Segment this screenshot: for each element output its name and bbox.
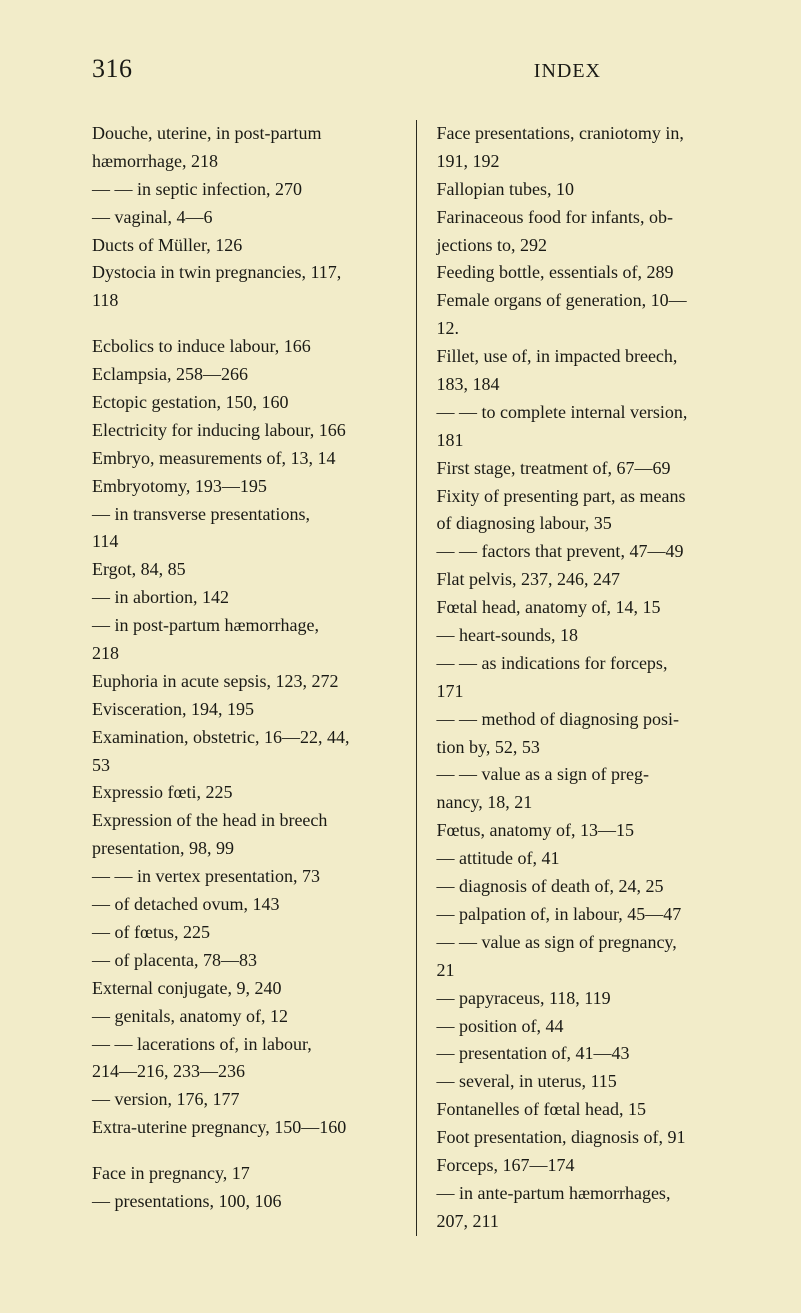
index-entry: — in ante-partum hæmorrhages, bbox=[437, 1180, 742, 1208]
index-entry: 118 bbox=[92, 287, 400, 315]
index-entry: — genitals, anatomy of, 12 bbox=[92, 1003, 400, 1031]
index-entry: 214—216, 233—236 bbox=[92, 1058, 400, 1086]
index-entry: Extra-uterine pregnancy, 150—160 bbox=[92, 1114, 400, 1142]
index-entry: First stage, treatment of, 67—69 bbox=[437, 455, 742, 483]
index-entry: — — as indications for forceps, bbox=[437, 650, 742, 678]
index-entry: presentation, 98, 99 bbox=[92, 835, 400, 863]
blank-line bbox=[92, 1142, 400, 1160]
index-entry: of diagnosing labour, 35 bbox=[437, 510, 742, 538]
index-entry: — — method of diagnosing posi- bbox=[437, 706, 742, 734]
index-entry: — — in vertex presentation, 73 bbox=[92, 863, 400, 891]
index-entry: External conjugate, 9, 240 bbox=[92, 975, 400, 1003]
index-entry: — — value as sign of pregnancy, bbox=[437, 929, 742, 957]
index-entry: Expressio fœti, 225 bbox=[92, 779, 400, 807]
index-entry: — of placenta, 78—83 bbox=[92, 947, 400, 975]
index-entry: — several, in uterus, 115 bbox=[437, 1068, 742, 1096]
index-page: 316 INDEX Douche, uterine, in post-partu… bbox=[0, 0, 801, 1313]
index-entry: Feeding bottle, essentials of, 289 bbox=[437, 259, 742, 287]
index-entry: 181 bbox=[437, 427, 742, 455]
index-entry: — — value as a sign of preg- bbox=[437, 761, 742, 789]
index-entry: Ergot, 84, 85 bbox=[92, 556, 400, 584]
index-entry: Evisceration, 194, 195 bbox=[92, 696, 400, 724]
index-entry: — vaginal, 4—6 bbox=[92, 204, 400, 232]
index-entry: Embryotomy, 193—195 bbox=[92, 473, 400, 501]
index-entry: — — in septic infection, 270 bbox=[92, 176, 400, 204]
index-entry: 53 bbox=[92, 752, 400, 780]
index-entry: — position of, 44 bbox=[437, 1013, 742, 1041]
index-entry: Fontanelles of fœtal head, 15 bbox=[437, 1096, 742, 1124]
index-entry: 191, 192 bbox=[437, 148, 742, 176]
right-column: Face presentations, craniotomy in,191, 1… bbox=[417, 120, 742, 1236]
index-columns: Douche, uterine, in post-partumhæmorrhag… bbox=[92, 120, 741, 1236]
index-entry: 12. bbox=[437, 315, 742, 343]
index-entry: Face presentations, craniotomy in, bbox=[437, 120, 742, 148]
index-entry: Flat pelvis, 237, 246, 247 bbox=[437, 566, 742, 594]
page-number: 316 bbox=[92, 54, 133, 84]
index-entry: Ecbolics to induce labour, 166 bbox=[92, 333, 400, 361]
index-entry: Fillet, use of, in impacted breech, bbox=[437, 343, 742, 371]
index-entry: — — lacerations of, in labour, bbox=[92, 1031, 400, 1059]
index-entry: — attitude of, 41 bbox=[437, 845, 742, 873]
index-entry: — — to complete internal version, bbox=[437, 399, 742, 427]
index-entry: Face in pregnancy, 17 bbox=[92, 1160, 400, 1188]
index-entry: Fallopian tubes, 10 bbox=[437, 176, 742, 204]
index-entry: 114 bbox=[92, 528, 400, 556]
index-entry: — heart-sounds, 18 bbox=[437, 622, 742, 650]
index-entry: — of detached ovum, 143 bbox=[92, 891, 400, 919]
index-entry: — in abortion, 142 bbox=[92, 584, 400, 612]
index-entry: Ducts of Müller, 126 bbox=[92, 232, 400, 260]
index-entry: 171 bbox=[437, 678, 742, 706]
index-entry: — papyraceus, 118, 119 bbox=[437, 985, 742, 1013]
index-entry: Examination, obstetric, 16—22, 44, bbox=[92, 724, 400, 752]
index-entry: 21 bbox=[437, 957, 742, 985]
index-entry: 207, 211 bbox=[437, 1208, 742, 1236]
index-entry: — version, 176, 177 bbox=[92, 1086, 400, 1114]
index-entry: Ectopic gestation, 150, 160 bbox=[92, 389, 400, 417]
index-entry: 183, 184 bbox=[437, 371, 742, 399]
index-entry: — of fœtus, 225 bbox=[92, 919, 400, 947]
page-header: 316 INDEX bbox=[92, 54, 741, 84]
index-entry: Female organs of generation, 10— bbox=[437, 287, 742, 315]
index-entry: Eclampsia, 258—266 bbox=[92, 361, 400, 389]
index-entry: Embryo, measurements of, 13, 14 bbox=[92, 445, 400, 473]
index-entry: — in post-partum hæmorrhage, bbox=[92, 612, 400, 640]
index-entry: Farinaceous food for infants, ob- bbox=[437, 204, 742, 232]
index-entry: Forceps, 167—174 bbox=[437, 1152, 742, 1180]
index-entry: — presentations, 100, 106 bbox=[92, 1188, 400, 1216]
index-entry: nancy, 18, 21 bbox=[437, 789, 742, 817]
index-entry: — palpation of, in labour, 45—47 bbox=[437, 901, 742, 929]
index-entry: — — factors that prevent, 47—49 bbox=[437, 538, 742, 566]
index-entry: Electricity for inducing labour, 166 bbox=[92, 417, 400, 445]
index-entry: Dystocia in twin pregnancies, 117, bbox=[92, 259, 400, 287]
index-entry: Fœtal head, anatomy of, 14, 15 bbox=[437, 594, 742, 622]
index-entry: — in transverse presentations, bbox=[92, 501, 400, 529]
index-entry: Douche, uterine, in post-partum bbox=[92, 120, 400, 148]
index-entry: Foot presentation, diagnosis of, 91 bbox=[437, 1124, 742, 1152]
index-entry: Fœtus, anatomy of, 13—15 bbox=[437, 817, 742, 845]
index-entry: Fixity of presenting part, as means bbox=[437, 483, 742, 511]
index-entry: Euphoria in acute sepsis, 123, 272 bbox=[92, 668, 400, 696]
index-entry: hæmorrhage, 218 bbox=[92, 148, 400, 176]
index-entry: — presentation of, 41—43 bbox=[437, 1040, 742, 1068]
index-entry: — diagnosis of death of, 24, 25 bbox=[437, 873, 742, 901]
index-entry: Expression of the head in breech bbox=[92, 807, 400, 835]
index-entry: 218 bbox=[92, 640, 400, 668]
index-entry: jections to, 292 bbox=[437, 232, 742, 260]
index-entry: tion by, 52, 53 bbox=[437, 734, 742, 762]
blank-line bbox=[92, 315, 400, 333]
header-title: INDEX bbox=[534, 60, 601, 83]
left-column: Douche, uterine, in post-partumhæmorrhag… bbox=[92, 120, 417, 1236]
